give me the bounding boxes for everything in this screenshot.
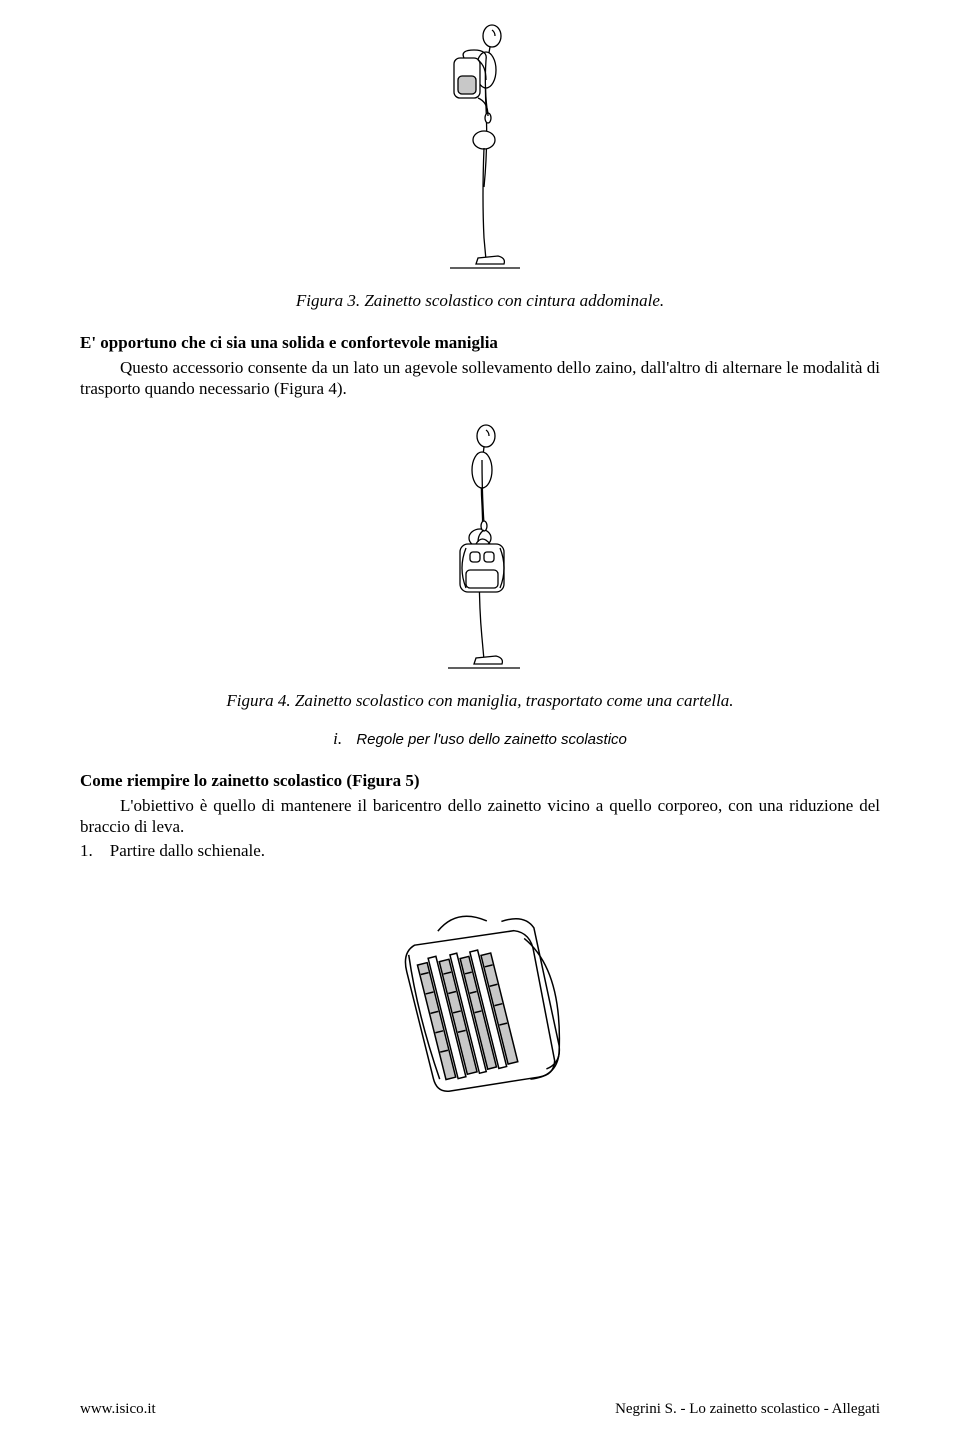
section-fill-item-1: 1. Partire dallo schienale. xyxy=(80,841,880,861)
footer-right: Negrini S. - Lo zainetto scolastico - Al… xyxy=(615,1401,880,1418)
section-handle-body: Questo accessorio consente da un lato un… xyxy=(80,357,880,400)
figure-5-illustration xyxy=(370,891,590,1111)
rules-marker: i. xyxy=(333,729,342,748)
rules-heading: i. Regole per l'uso dello zainetto scola… xyxy=(80,729,880,749)
figure-4: Figura 4. Zainetto scolastico con manigl… xyxy=(80,420,880,711)
figure-3-illustration xyxy=(420,20,540,280)
footer-left: www.isico.it xyxy=(80,1401,156,1418)
section-fill-body: L'obiettivo è quello di mantenere il bar… xyxy=(80,795,880,838)
figure-3-caption: Figura 3. Zainetto scolastico con cintur… xyxy=(80,291,880,311)
rules-text: Regole per l'uso dello zainetto scolasti… xyxy=(356,731,627,748)
figure-4-illustration xyxy=(420,420,540,680)
figure-4-caption: Figura 4. Zainetto scolastico con manigl… xyxy=(80,691,880,711)
section-handle-title: E' opportuno che ci sia una solida e con… xyxy=(80,333,880,353)
figure-3: Figura 3. Zainetto scolastico con cintur… xyxy=(80,20,880,311)
page-footer: www.isico.it Negrini S. - Lo zainetto sc… xyxy=(80,1401,880,1418)
section-fill-title: Come riempire lo zainetto scolastico (Fi… xyxy=(80,771,880,791)
figure-5 xyxy=(80,891,880,1116)
